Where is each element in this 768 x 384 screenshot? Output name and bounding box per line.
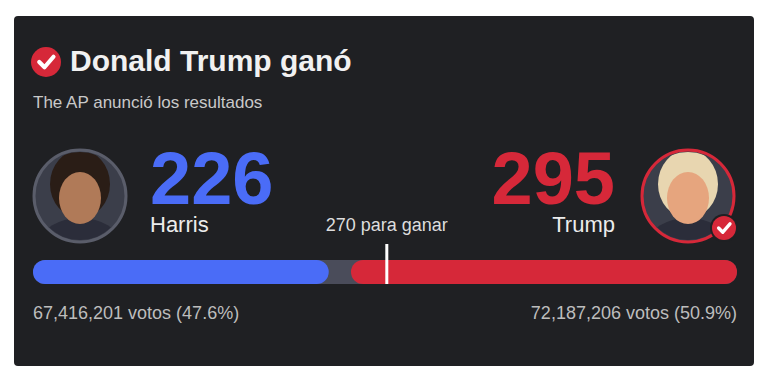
html-text:72,187,206 votos (50.9%): 72,187,206 votos (50.9%) — [530, 303, 737, 323]
html-text:295: 295 — [491, 137, 615, 220]
html-text:67,416,201 votos (47.6%): 67,416,201 votos (47.6%) — [33, 303, 240, 323]
svg-text:270 para ganar: 270 para ganar — [326, 215, 448, 235]
html-text:Trump: Trump — [552, 212, 615, 237]
html-text:226: 226 — [150, 137, 274, 220]
html-text:Harris: Harris — [150, 212, 209, 237]
html-text:The AP anunció los resultados: The AP anunció los resultados — [33, 93, 263, 112]
html-text:Donald Trump ganó: Donald Trump ganó — [70, 44, 352, 77]
